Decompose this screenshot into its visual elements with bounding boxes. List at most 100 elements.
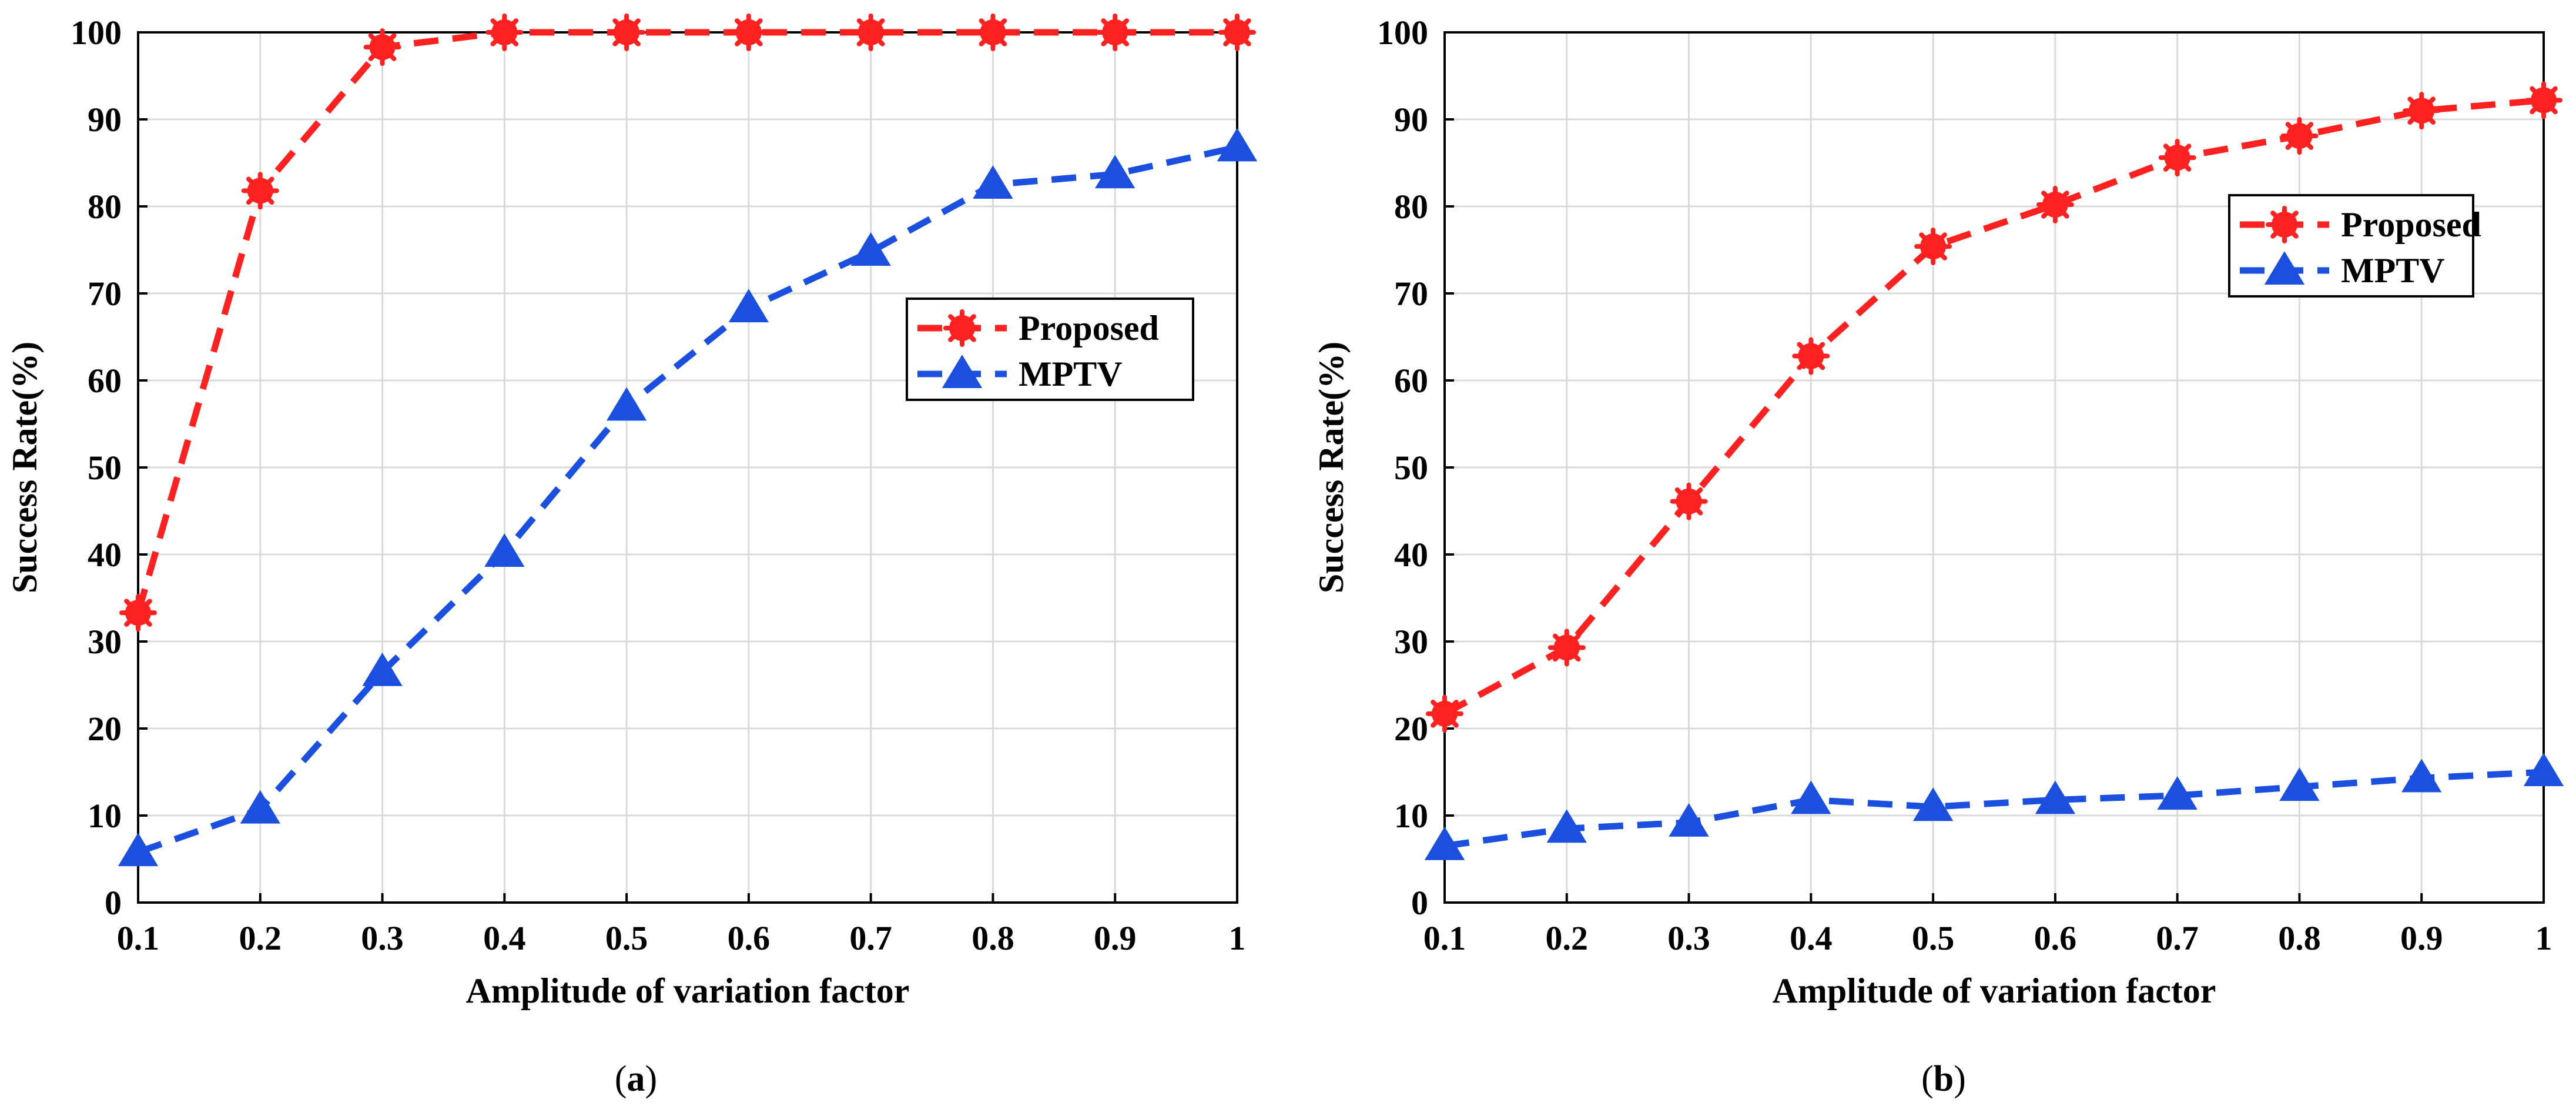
data-point-proposed-2 [363,28,401,66]
data-point-mptv-3 [484,533,525,567]
y-tick-label-9: 90 [1394,101,1428,139]
data-point-mptv-4 [1912,787,1954,821]
data-point-proposed-2 [1670,482,1708,520]
x-tick-label-3: 0.4 [1790,919,1833,957]
panel-caption: (b) [1921,1059,1966,1099]
legend-label-mptv: MPTV [2341,251,2445,290]
data-point-mptv-6 [850,232,891,266]
series-proposed [1426,81,2562,733]
legend-marker-proposed [2266,206,2303,243]
data-point-mptv-0 [118,833,159,867]
data-point-proposed-0 [1426,694,1463,733]
x-tick-label-5: 0.6 [2034,919,2077,957]
y-tick-label-8: 80 [1394,188,1428,226]
data-point-mptv-2 [1669,803,1709,837]
data-point-mptv-5 [728,289,769,323]
y-tick-label-2: 20 [1394,710,1428,748]
data-point-proposed-1 [241,172,279,210]
data-point-proposed-8 [1096,14,1134,51]
data-point-mptv-9 [2523,753,2564,786]
data-point-proposed-9 [2525,81,2562,119]
y-tick-label-4: 40 [88,536,122,574]
y-tick-label-7: 70 [1394,275,1428,313]
x-tick-label-1: 0.2 [239,919,282,957]
y-tick-label-4: 40 [1394,536,1428,574]
data-point-mptv-4 [606,387,647,421]
x-tick-label-0: 0.1 [117,919,160,957]
y-tick-label-0: 0 [1411,884,1428,922]
x-tick-label-8: 0.9 [2400,919,2443,957]
data-point-proposed-3 [485,14,524,51]
series-mptv [118,128,1258,867]
data-point-mptv-8 [2401,759,2442,793]
y-tick-label-0: 0 [105,884,122,922]
legend-entry-mptv: MPTV [2240,251,2445,290]
data-point-proposed-6 [852,14,890,51]
x-tick-label-7: 0.8 [2278,919,2321,957]
series-proposed [119,14,1256,632]
x-tick-label-9: 1 [1229,919,1246,957]
y-tick-label-9: 90 [88,101,122,139]
data-point-mptv-8 [1095,155,1135,189]
legend-marker-mptv [942,355,983,388]
data-point-proposed-6 [2158,139,2196,177]
y-tick-label-3: 30 [1394,623,1428,661]
legend-label-proposed: Proposed [1019,309,1159,347]
x-tick-label-1: 0.2 [1546,919,1589,957]
legend-marker-proposed [943,309,981,347]
data-point-mptv-1 [1546,809,1587,843]
data-point-proposed-7 [2280,117,2319,155]
x-tick-label-2: 0.3 [1667,919,1710,957]
x-tick-label-7: 0.8 [972,919,1014,957]
x-tick-label-2: 0.3 [361,919,404,957]
series-line-proposed [135,29,1237,614]
series-line-mptv [137,143,1238,856]
legend: Proposed MPTV [2228,194,2481,298]
y-axis-label: Success Rate(%) [5,342,44,593]
data-point-proposed-1 [1547,629,1586,667]
y-tick-label-1: 10 [88,797,122,835]
data-point-proposed-5 [2036,186,2074,224]
data-point-proposed-7 [974,14,1012,51]
data-point-proposed-9 [1218,14,1256,51]
data-point-mptv-5 [2035,780,2076,814]
data-point-proposed-5 [729,14,768,51]
x-tick-label-8: 0.9 [1094,919,1137,957]
data-point-mptv-7 [973,165,1013,199]
legend-label-proposed: Proposed [2341,205,2481,244]
x-tick-label-6: 0.7 [2156,919,2199,957]
y-tick-label-6: 60 [1394,362,1428,400]
data-point-proposed-0 [119,594,157,632]
x-axis-label: Amplitude of variation factor [466,971,910,1010]
legend-entry-proposed: Proposed [2240,205,2481,244]
y-tick-label-6: 60 [88,362,122,400]
data-point-proposed-8 [2403,92,2441,130]
legend: Proposed MPTV [906,298,1194,401]
x-tick-label-6: 0.7 [849,919,892,957]
x-axis-label: Amplitude of variation factor [1773,971,2216,1010]
y-tick-label-2: 20 [88,710,122,748]
data-point-mptv-7 [2279,767,2320,801]
x-tick-label-3: 0.4 [483,919,526,957]
y-tick-label-10: 100 [1377,14,1428,52]
series-line-proposed [1443,96,2544,717]
data-point-mptv-1 [240,790,280,824]
x-tick-label-9: 1 [2535,919,2552,957]
chart-panel-a: 0.1 0.2 0.3 0.4 0.5 0.6 0.7 0.8 0.9 1010203040506… [5,14,1258,1099]
legend-label-mptv: MPTV [1019,355,1123,393]
chart-panel-b: 0.1 0.2 0.3 0.4 0.5 0.6 0.7 0.8 0.9 1010203040506… [1312,14,2564,1099]
data-point-mptv-3 [1791,780,1831,814]
y-tick-label-7: 70 [88,275,122,313]
y-tick-label-1: 10 [1394,797,1428,835]
data-point-proposed-3 [1792,337,1830,375]
x-tick-label-4: 0.5 [1912,919,1955,957]
y-tick-label-5: 50 [1394,449,1428,487]
y-axis-label: Success Rate(%) [1312,342,1351,593]
x-tick-label-5: 0.6 [728,919,771,957]
legend-entry-proposed: Proposed [917,309,1159,347]
panel-caption: (a) [615,1059,657,1099]
y-tick-label-3: 30 [88,623,122,661]
y-tick-label-10: 100 [71,14,122,52]
data-point-proposed-4 [1914,228,1952,266]
